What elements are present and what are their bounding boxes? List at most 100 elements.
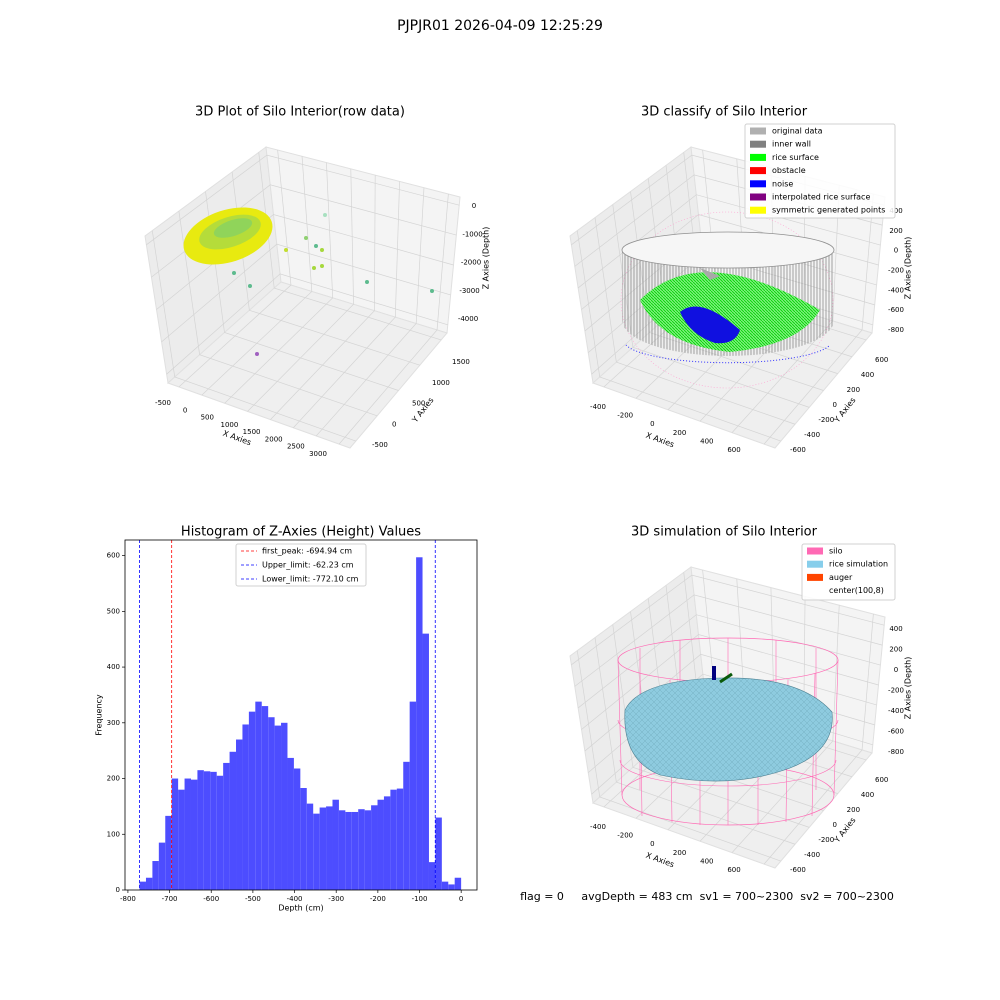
bar — [197, 770, 204, 890]
auger — [719, 672, 733, 684]
point-cloud — [213, 218, 253, 238]
grid-line — [258, 152, 442, 341]
x-tick-label: -400 — [590, 403, 606, 411]
bar — [338, 810, 346, 890]
grid-line — [178, 211, 378, 417]
status-footer: flag = 0 avgDepth = 483 cm sv1 = 700~230… — [520, 890, 894, 903]
grid-line — [577, 614, 881, 709]
legend-label: Upper_limit: -62.23 cm — [262, 561, 354, 570]
bar — [184, 778, 191, 890]
legend-swatch — [750, 193, 766, 201]
bar — [210, 771, 217, 890]
legend-label: auger — [829, 573, 853, 582]
z-axis-label: Z Axies (Depth) — [904, 657, 913, 720]
grid-line — [224, 162, 334, 404]
z-axis-label: Z Axies (Depth) — [904, 237, 913, 300]
rice-surface — [640, 272, 820, 352]
rice-simulation — [624, 677, 833, 782]
pane-floor — [167, 281, 448, 449]
bar — [396, 788, 404, 890]
grid-line — [338, 193, 449, 445]
x-tick-label: 0 — [459, 895, 463, 903]
y-tick-label: 300 — [107, 719, 120, 727]
z-tick-label: 400 — [889, 207, 902, 215]
y-tick-label: 1000 — [432, 379, 450, 387]
x-tick-label: -100 — [412, 895, 428, 903]
bar — [448, 884, 455, 890]
x-tick-label: 0 — [650, 840, 654, 848]
z-tick-label: 200 — [889, 646, 902, 654]
grid-line — [146, 154, 460, 246]
legend-swatch — [750, 140, 766, 148]
histogram: Histogram of Z-Axies (Height) Values Dep… — [95, 525, 478, 913]
y-tick-label: -600 — [790, 446, 806, 454]
z-tick-label: -800 — [888, 326, 904, 334]
grid-line — [178, 149, 292, 388]
grid-line — [584, 653, 877, 752]
grid-line — [577, 194, 881, 289]
bar — [358, 809, 365, 890]
noise-ring — [625, 344, 831, 364]
bar — [190, 779, 198, 890]
legend-label: Lower_limit: -772.10 cm — [262, 575, 359, 584]
bar — [422, 633, 429, 890]
y-tick-label: 100 — [107, 830, 120, 838]
z-tick-label: -200 — [888, 687, 904, 695]
z-tick-label: -4000 — [458, 315, 478, 323]
z-tick-label: -2000 — [461, 259, 481, 267]
bar — [223, 762, 230, 890]
plot-title: 3D classify of Silo Interior — [641, 105, 808, 120]
z-tick-label: 200 — [889, 227, 902, 235]
bar — [255, 701, 262, 890]
legend-label: rice surface — [772, 153, 819, 162]
bar — [261, 706, 269, 890]
plot-3d-raw: -500 0 500 1000 1500 2000 2500 3000 -500 0 500 1000… — [144, 105, 491, 458]
x-tick-label: 2000 — [265, 435, 283, 443]
bar — [242, 724, 249, 890]
y-tick-label: -400 — [804, 431, 820, 439]
z-tick-label: -600 — [888, 306, 904, 314]
x-tick-label: -600 — [203, 895, 219, 903]
grid-line — [270, 175, 376, 420]
bar — [293, 768, 301, 890]
z-tick-label: 0 — [894, 247, 898, 255]
x-tick-label: -200 — [617, 832, 633, 840]
bar — [416, 557, 423, 890]
grid-line — [161, 243, 451, 343]
x-tick-label: -800 — [120, 895, 136, 903]
grid-line — [612, 204, 810, 408]
y-tick-label: 400 — [861, 791, 874, 799]
y-tick-label: 500 — [107, 607, 120, 615]
y-tick-label: 0 — [116, 886, 120, 894]
grid-line — [576, 230, 781, 442]
x-tick-label: -400 — [287, 895, 303, 903]
raw-points — [183, 207, 434, 356]
bar — [274, 725, 282, 890]
bar — [454, 877, 462, 890]
bar — [313, 813, 320, 890]
bar — [306, 803, 314, 890]
y-tick-label: 200 — [107, 775, 120, 783]
y-tick-label: -600 — [790, 866, 806, 874]
bar — [268, 717, 275, 890]
z-axis-label: Z Axies (Depth) — [482, 227, 491, 290]
legend-label: silo — [829, 547, 843, 556]
z-tick-label: 0 — [472, 202, 476, 210]
y-tick-label: 600 — [875, 776, 888, 784]
x-tick-label: -200 — [617, 412, 633, 420]
legend-label: original data — [772, 127, 823, 136]
legend-swatch — [807, 560, 823, 568]
legend-swatch — [750, 206, 766, 214]
bar — [409, 701, 417, 890]
y-tick-label: 400 — [861, 371, 874, 379]
figure-title: PJPJR01 2026-04-09 12:25:29 — [397, 18, 603, 34]
bar — [287, 757, 294, 890]
classify-points — [620, 211, 835, 389]
bar — [435, 817, 442, 890]
y-tick-label: 400 — [107, 663, 120, 671]
bar — [377, 799, 384, 890]
x-tick-label: 400 — [700, 437, 713, 445]
x-tick-label: -500 — [155, 399, 171, 407]
grid-line — [763, 193, 874, 445]
y-tick-label: 0 — [392, 420, 396, 428]
